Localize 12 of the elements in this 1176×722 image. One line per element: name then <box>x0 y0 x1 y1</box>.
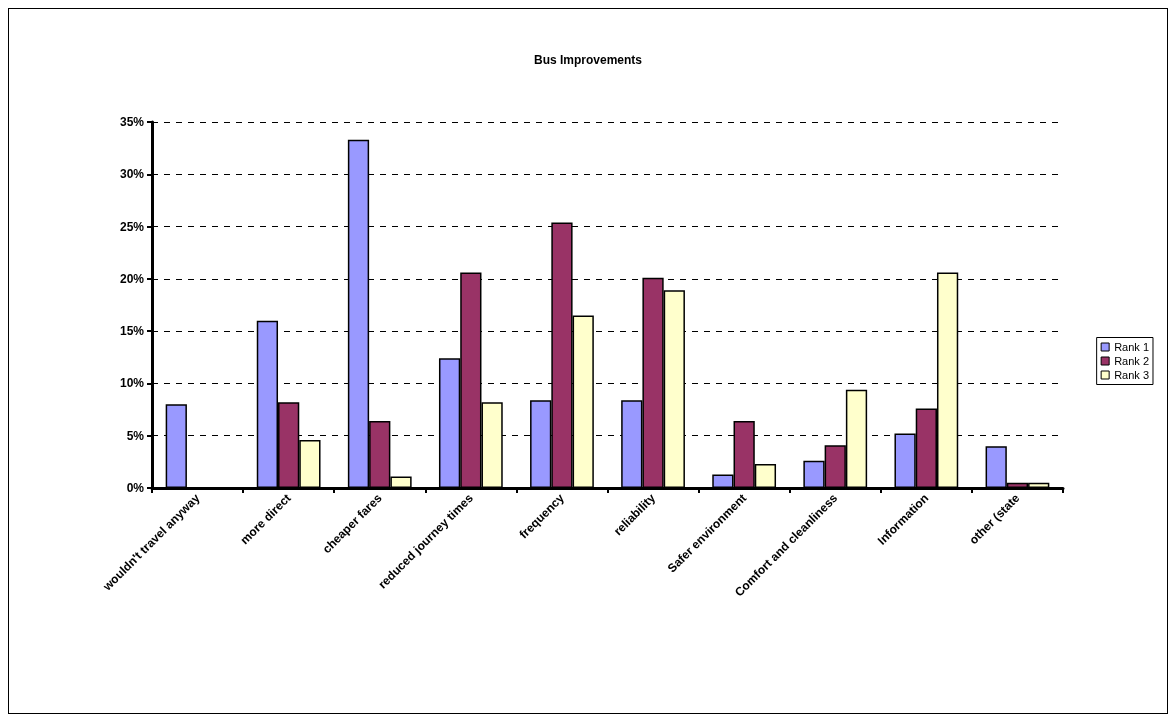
legend-label: Rank 3 <box>1114 369 1150 381</box>
y-tick-label: 15% <box>119 324 145 339</box>
chart-title: Bus Improvements <box>533 53 643 67</box>
y-tick-label: 5% <box>126 428 145 443</box>
legend-label: Rank 2 <box>1114 355 1150 367</box>
y-tick-label: 10% <box>119 376 145 391</box>
y-tick-label: 20% <box>119 271 145 286</box>
y-tick-label: 35% <box>119 115 145 129</box>
y-tick-label: 25% <box>119 219 145 234</box>
y-tick-label: 30% <box>119 167 145 182</box>
y-tick-label: 0% <box>126 481 145 495</box>
legend-label: Rank 1 <box>1114 341 1150 353</box>
